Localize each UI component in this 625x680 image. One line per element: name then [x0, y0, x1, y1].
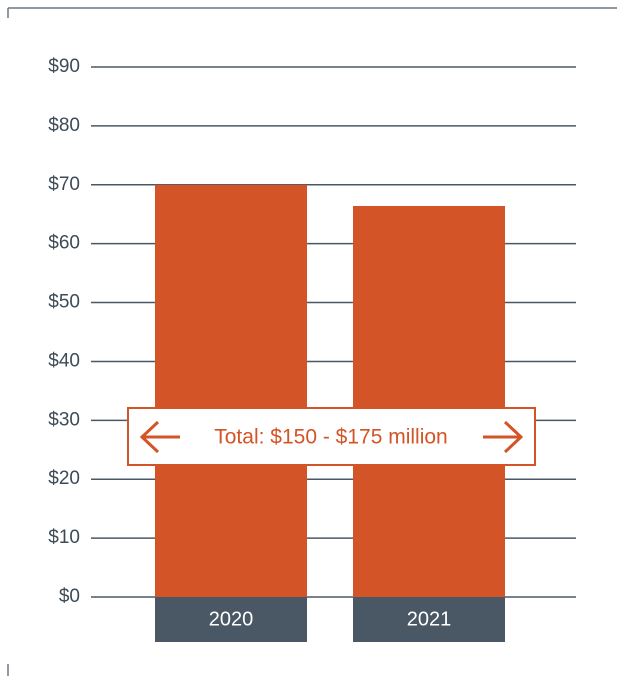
y-tick-label: $20 — [48, 468, 80, 489]
bars: 2020 2021 — [155, 184, 505, 642]
annotation-text: Total: $150 - $175 million — [214, 426, 447, 449]
y-tick-label: $60 — [48, 233, 80, 254]
y-tick-label: $0 — [59, 586, 80, 607]
annotation: Total: $150 - $175 million — [127, 407, 536, 466]
y-tick-label: $10 — [48, 527, 80, 548]
x-tick-label: 2021 — [407, 608, 452, 630]
x-tick-label: 2020 — [209, 608, 254, 630]
arrow-right — [483, 420, 524, 454]
y-tick-label: $50 — [48, 292, 80, 313]
category-box — [353, 597, 505, 642]
y-tick-label: $40 — [48, 350, 80, 371]
bar — [155, 184, 307, 597]
y-tick-label: $30 — [48, 409, 80, 430]
bar — [353, 205, 505, 597]
arrow-left — [139, 420, 180, 454]
y-tick-label: $90 — [48, 56, 80, 77]
y-tick-label: $80 — [48, 115, 80, 136]
annotation-box — [127, 407, 536, 466]
category-box — [155, 597, 307, 642]
y-tick-label: $70 — [48, 174, 80, 195]
